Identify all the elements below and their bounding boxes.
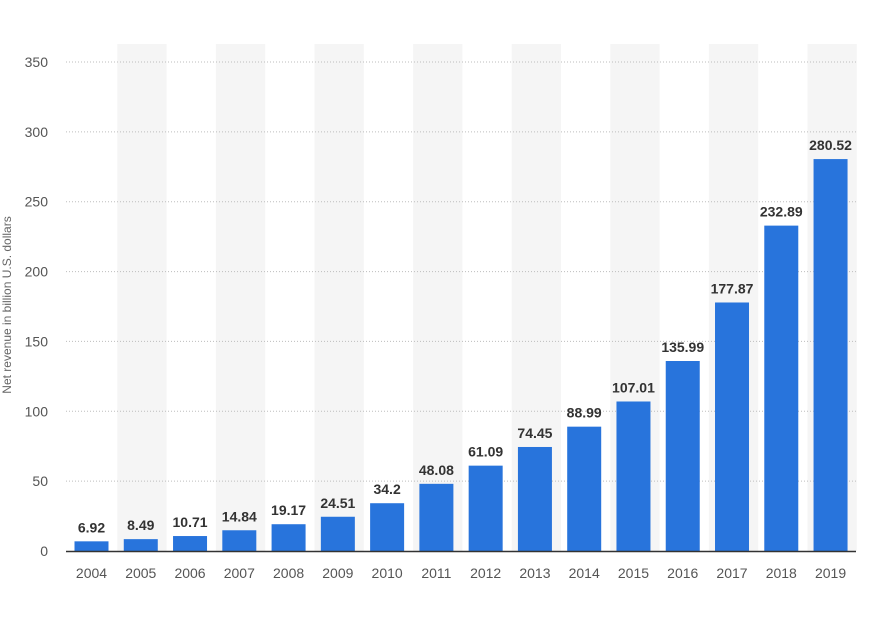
data-label-2004: 6.92 bbox=[78, 519, 105, 535]
y-axis-title: Net revenue in billion U.S. dollars bbox=[0, 216, 14, 393]
band-2005 bbox=[117, 44, 167, 551]
bar-2013 bbox=[517, 446, 552, 551]
data-label-2019: 280.52 bbox=[809, 137, 852, 153]
data-labels: 6.92 8.49 10.71 14.84 19.17 24.51 34.2 48.08 61.… bbox=[78, 137, 852, 535]
y-axis-ticks: 0 50 100 150 200 250 300 350 bbox=[25, 54, 49, 559]
x-tick-label-2005: 2005 bbox=[125, 565, 156, 581]
bar-2008 bbox=[271, 524, 306, 551]
bar-2011 bbox=[419, 483, 454, 551]
x-tick-label-2014: 2014 bbox=[569, 565, 600, 581]
bar-2007 bbox=[222, 530, 257, 551]
bar-2015 bbox=[616, 401, 651, 551]
data-label-2018: 232.89 bbox=[760, 204, 803, 220]
x-tick-label-2004: 2004 bbox=[76, 565, 107, 581]
x-tick-label-2016: 2016 bbox=[667, 565, 698, 581]
y-tick-label-50: 50 bbox=[32, 473, 48, 489]
x-tick-label-2017: 2017 bbox=[716, 565, 747, 581]
data-label-2008: 19.17 bbox=[271, 502, 306, 518]
bar-2014 bbox=[567, 426, 602, 551]
band-2009 bbox=[314, 44, 364, 551]
x-tick-label-2010: 2010 bbox=[372, 565, 403, 581]
x-tick-label-2018: 2018 bbox=[766, 565, 797, 581]
x-tick-label-2015: 2015 bbox=[618, 565, 649, 581]
data-label-2017: 177.87 bbox=[711, 280, 754, 296]
x-tick-label-2013: 2013 bbox=[519, 565, 550, 581]
y-tick-label-100: 100 bbox=[25, 403, 49, 419]
data-label-2010: 34.2 bbox=[373, 481, 400, 497]
data-label-2016: 135.99 bbox=[661, 339, 704, 355]
data-label-2009: 24.51 bbox=[320, 495, 355, 511]
x-tick-label-2007: 2007 bbox=[224, 565, 255, 581]
data-label-2015: 107.01 bbox=[612, 379, 655, 395]
bar-2004 bbox=[74, 541, 109, 551]
y-tick-label-150: 150 bbox=[25, 333, 49, 349]
data-label-2012: 61.09 bbox=[468, 444, 503, 460]
y-tick-label-250: 250 bbox=[25, 194, 49, 210]
x-tick-label-2006: 2006 bbox=[174, 565, 205, 581]
data-label-2013: 74.45 bbox=[517, 425, 552, 441]
x-tick-label-2009: 2009 bbox=[322, 565, 353, 581]
x-axis-ticks: 2004 2005 2006 2007 2008 2009 2010 2011 2012 2013… bbox=[76, 565, 846, 581]
data-label-2014: 88.99 bbox=[567, 405, 602, 421]
bar-2006 bbox=[173, 536, 208, 551]
bar-2016 bbox=[665, 361, 700, 551]
bars bbox=[74, 159, 848, 552]
data-label-2005: 8.49 bbox=[127, 517, 154, 533]
y-tick-label-0: 0 bbox=[40, 543, 48, 559]
x-tick-label-2008: 2008 bbox=[273, 565, 304, 581]
bar-2017 bbox=[715, 302, 750, 551]
x-tick-label-2012: 2012 bbox=[470, 565, 501, 581]
y-tick-label-300: 300 bbox=[25, 124, 49, 140]
bar-2012 bbox=[468, 465, 503, 551]
bar-2005 bbox=[123, 539, 158, 551]
data-label-2011: 48.08 bbox=[419, 462, 454, 478]
y-tick-label-350: 350 bbox=[25, 54, 49, 70]
data-label-2006: 10.71 bbox=[173, 514, 208, 530]
data-label-2007: 14.84 bbox=[222, 508, 257, 524]
band-2011 bbox=[413, 44, 463, 551]
x-tick-label-2019: 2019 bbox=[815, 565, 846, 581]
bar-2009 bbox=[320, 516, 355, 551]
bar-2019 bbox=[813, 159, 848, 551]
bar-2018 bbox=[764, 225, 799, 552]
y-tick-label-200: 200 bbox=[25, 264, 49, 280]
bar-2010 bbox=[370, 503, 405, 551]
band-2007 bbox=[215, 44, 266, 551]
x-tick-label-2011: 2011 bbox=[421, 565, 451, 581]
